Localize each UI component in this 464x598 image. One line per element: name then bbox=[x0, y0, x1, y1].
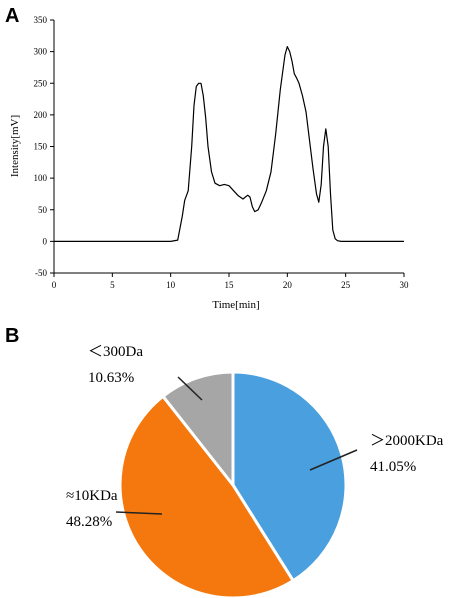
leader-line bbox=[115, 511, 163, 515]
slice-percent: 10.63% bbox=[88, 370, 134, 386]
y-tick-label: 150 bbox=[34, 142, 48, 152]
chromatogram-chart: -50 0 50 100 150 200 250 300 350 0 5 10 15 20 25 30 Ti… bbox=[9, 15, 409, 311]
y-axis-title: Intensity[mV] bbox=[9, 115, 21, 177]
x-tick-label: 25 bbox=[341, 280, 351, 290]
x-tick-label: 20 bbox=[283, 280, 293, 290]
y-tick-label: 250 bbox=[34, 78, 48, 88]
y-tick-label: 100 bbox=[34, 173, 48, 183]
y-ticks: -50 0 50 100 150 200 250 300 350 bbox=[34, 15, 54, 278]
chromatogram-trace bbox=[54, 46, 404, 242]
panel-b-label: B bbox=[5, 325, 19, 347]
y-tick-label: -50 bbox=[35, 268, 47, 278]
x-axis-title: Time[min] bbox=[212, 299, 259, 311]
y-tick-label: 350 bbox=[34, 15, 48, 25]
x-ticks: 0 5 10 15 20 25 30 bbox=[52, 273, 409, 290]
panel-a-label: A bbox=[5, 5, 19, 27]
leader-line bbox=[309, 449, 358, 471]
slice-label: ≈10KDa bbox=[66, 488, 118, 504]
slice-percent: 48.28% bbox=[66, 514, 112, 530]
pie-chart: ＞2000KDa 41.05% ≈10KDa 48.28% ＜300Da 10.63% bbox=[66, 344, 444, 598]
x-tick-label: 30 bbox=[400, 280, 410, 290]
x-tick-label: 15 bbox=[225, 280, 235, 290]
y-tick-label: 200 bbox=[34, 110, 48, 120]
x-tick-label: 5 bbox=[110, 280, 115, 290]
slice-label: ＞2000KDa bbox=[370, 433, 444, 449]
pie-slice bbox=[118, 394, 296, 598]
slice-label: ＜300Da bbox=[88, 344, 143, 360]
pie-slice bbox=[160, 370, 235, 490]
slice-percent: 41.05% bbox=[370, 459, 416, 475]
x-tick-label: 10 bbox=[166, 280, 176, 290]
leader-line bbox=[177, 376, 203, 401]
y-tick-label: 50 bbox=[38, 205, 48, 215]
y-tick-label: 0 bbox=[43, 236, 48, 246]
x-tick-label: 0 bbox=[52, 280, 57, 290]
y-tick-label: 300 bbox=[34, 47, 48, 57]
